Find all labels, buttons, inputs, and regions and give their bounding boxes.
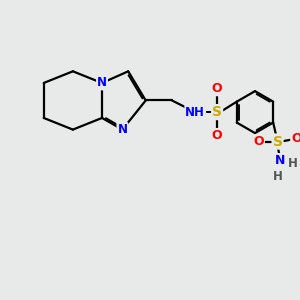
Text: H: H [288, 157, 298, 170]
Text: S: S [272, 134, 283, 148]
Text: S: S [212, 105, 222, 119]
Text: O: O [291, 132, 300, 145]
Text: N: N [275, 154, 286, 167]
Text: O: O [212, 129, 222, 142]
Text: O: O [253, 135, 264, 148]
Text: N: N [97, 76, 107, 89]
Text: O: O [212, 82, 222, 95]
Text: H: H [273, 170, 283, 183]
Text: NH: NH [185, 106, 205, 118]
Text: N: N [117, 123, 128, 136]
